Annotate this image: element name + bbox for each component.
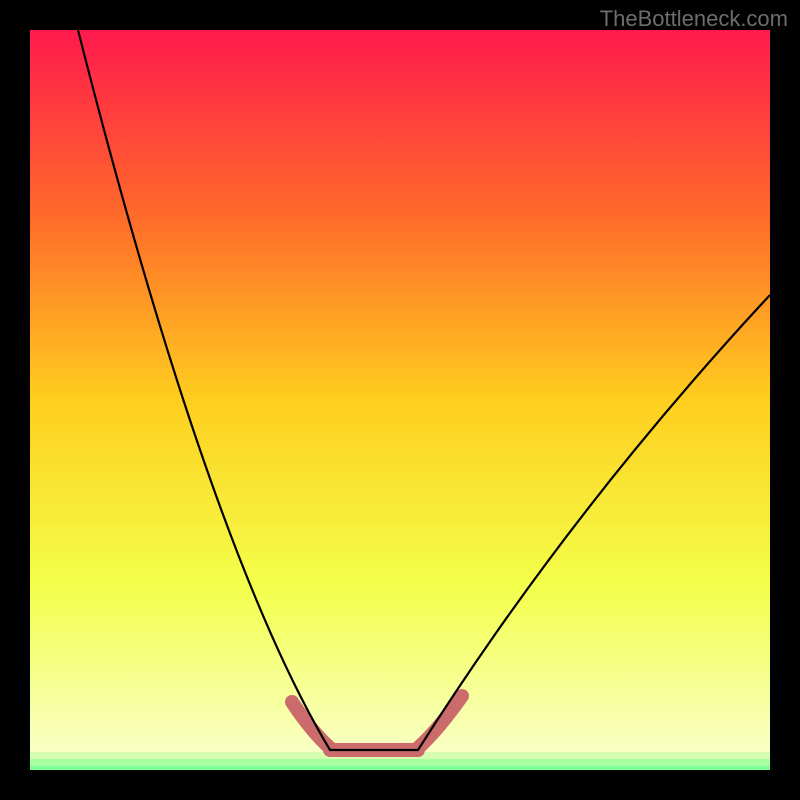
bottom-band	[30, 759, 770, 766]
watermark-text: TheBottleneck.com	[600, 6, 788, 32]
curve-layer	[30, 30, 770, 770]
bottom-band	[30, 766, 770, 770]
v-curve	[78, 30, 770, 750]
chart-frame: TheBottleneck.com	[0, 0, 800, 800]
plot-area	[30, 30, 770, 770]
